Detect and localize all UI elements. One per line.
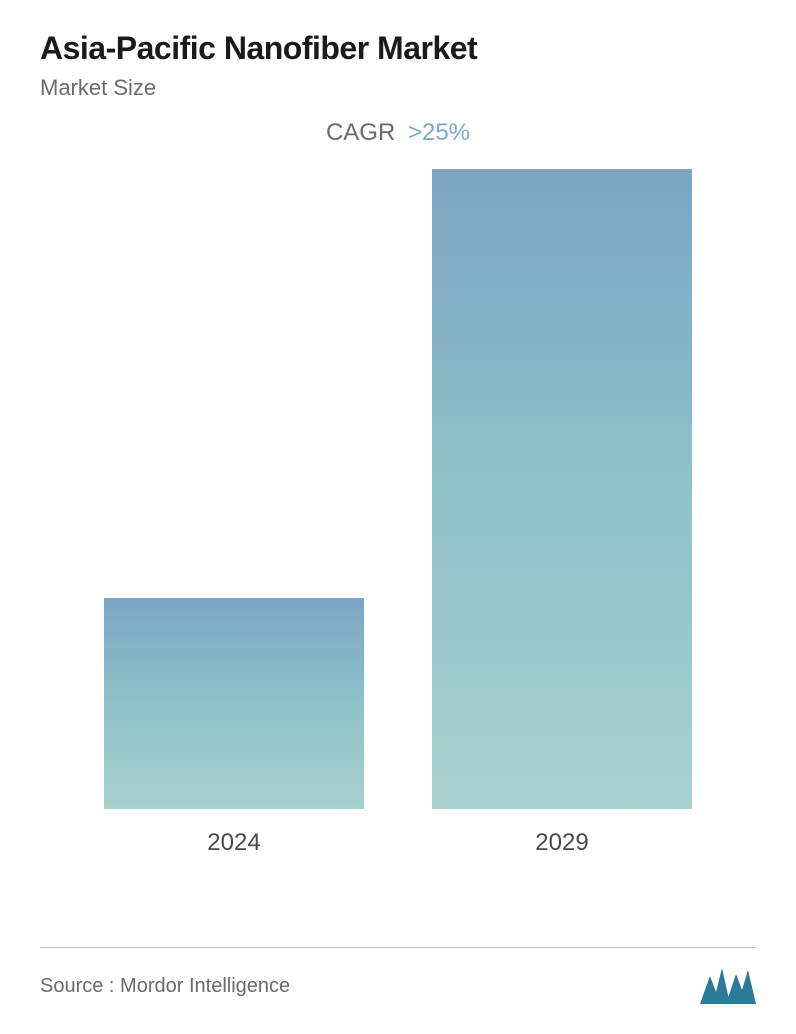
cagr-gt-symbol: > bbox=[408, 119, 422, 146]
bar-2024 bbox=[104, 598, 364, 809]
chart-subtitle: Market Size bbox=[40, 75, 756, 101]
bar-group-2029: 2029 bbox=[432, 169, 692, 857]
chart-area: 2024 2029 bbox=[40, 177, 756, 857]
cagr-row: CAGR >25% bbox=[40, 119, 756, 147]
bar-group-2024: 2024 bbox=[104, 598, 364, 857]
mordor-logo-icon bbox=[700, 968, 756, 1004]
cagr-label: CAGR bbox=[326, 119, 395, 146]
source-label: Source : bbox=[40, 975, 114, 997]
cagr-value: 25% bbox=[422, 119, 470, 146]
footer: Source : Mordor Intelligence bbox=[40, 947, 756, 1004]
bar-label-2024: 2024 bbox=[207, 829, 260, 857]
source-text: Source : Mordor Intelligence bbox=[40, 975, 290, 998]
chart-title: Asia-Pacific Nanofiber Market bbox=[40, 30, 756, 67]
bar-2029 bbox=[432, 169, 692, 809]
source-name: Mordor Intelligence bbox=[120, 975, 290, 997]
bar-label-2029: 2029 bbox=[535, 829, 588, 857]
